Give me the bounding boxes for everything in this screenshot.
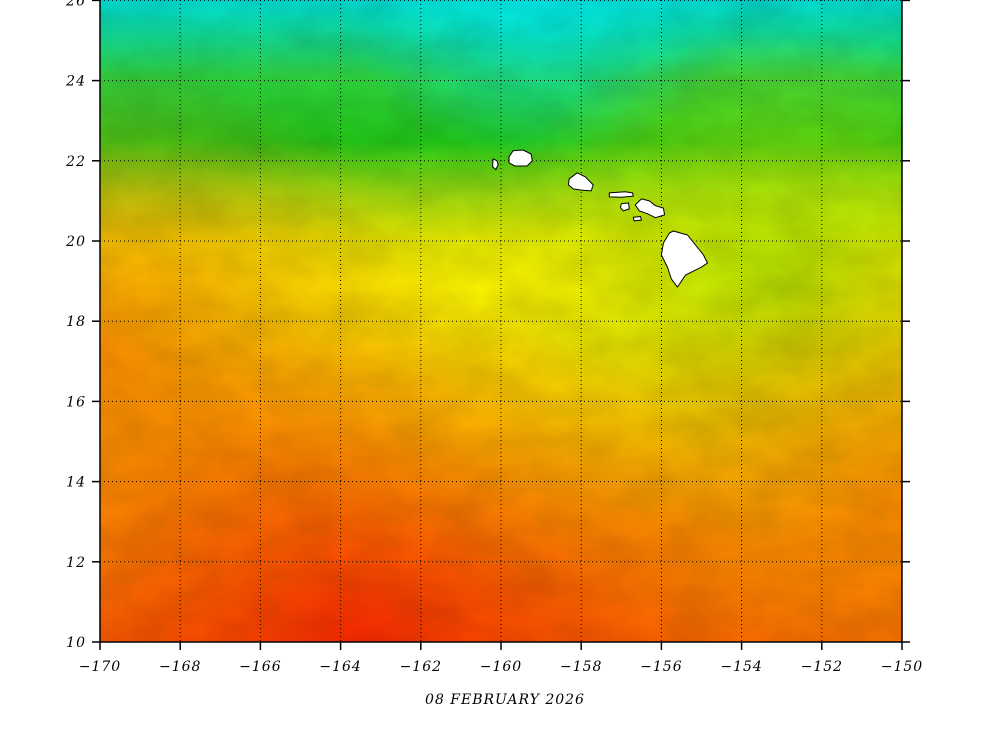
lat-tick-label: 10	[66, 635, 86, 651]
island-maui	[634, 198, 666, 219]
hawaiian-islands	[492, 149, 708, 288]
island-molokai	[608, 191, 634, 198]
lat-tick-label: 14	[66, 475, 86, 491]
island-kahoolawe	[632, 216, 642, 222]
lat-tick-label: 24	[65, 74, 86, 90]
island-lanai	[620, 202, 630, 212]
lat-tick-label: 16	[66, 394, 86, 410]
lat-tick-label: 12	[66, 555, 86, 571]
latitude-labels: 10 12 14 16 18 20 22 24 26	[65, 0, 86, 651]
island-hawaii	[660, 230, 708, 288]
lon-tick-label: −170	[79, 659, 121, 675]
lon-tick-label: −160	[480, 659, 522, 675]
lon-tick-label: −162	[400, 659, 442, 675]
lon-tick-label: −164	[319, 659, 361, 675]
island-oahu	[567, 172, 594, 192]
lon-tick-label: −152	[801, 659, 843, 675]
lon-tick-label: −158	[560, 659, 602, 675]
longitude-labels: −170 −168 −166 −164 −162 −160 −158 −156 −154 −152…	[79, 659, 923, 675]
date-label: 08 FEBRUARY 2026	[425, 692, 585, 708]
lat-tick-label: 26	[65, 0, 86, 9]
graticule-grid	[100, 0, 902, 642]
island-niihau	[492, 158, 499, 171]
lon-tick-label: −154	[720, 659, 762, 675]
lon-tick-label: −168	[159, 659, 201, 675]
lat-tick-label: 18	[66, 314, 86, 330]
island-kauai	[508, 149, 533, 167]
lat-tick-label: 22	[65, 154, 86, 170]
lon-tick-label: −150	[881, 659, 923, 675]
lon-tick-label: −156	[640, 659, 682, 675]
axis-ticks	[92, 0, 910, 650]
lon-tick-label: −166	[239, 659, 281, 675]
lat-tick-label: 20	[65, 234, 86, 250]
